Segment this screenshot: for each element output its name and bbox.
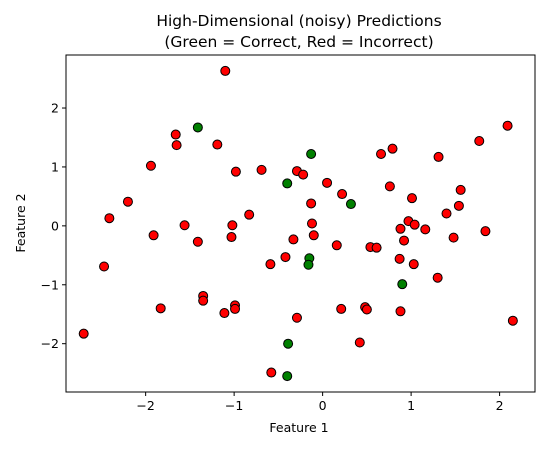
incorrect-point <box>455 184 466 195</box>
incorrect-point <box>170 129 181 140</box>
incorrect-point <box>171 140 182 151</box>
incorrect-point <box>474 136 485 147</box>
incorrect-point <box>226 232 237 243</box>
y-tick-label: 2 <box>51 101 59 116</box>
incorrect-point <box>219 308 230 319</box>
incorrect-point <box>212 139 223 150</box>
x-tick-label: 2 <box>496 398 504 413</box>
y-tick-label: −1 <box>41 277 59 292</box>
correct-point <box>282 371 293 382</box>
incorrect-point <box>291 312 302 323</box>
incorrect-point <box>448 232 459 243</box>
incorrect-point <box>104 213 115 224</box>
incorrect-point <box>265 259 276 270</box>
incorrect-point <box>198 295 209 306</box>
y-axis-label: Feature 2 <box>13 193 28 252</box>
incorrect-point <box>395 223 406 234</box>
correct-point <box>303 259 314 270</box>
incorrect-point <box>155 303 166 314</box>
incorrect-point <box>230 303 241 314</box>
incorrect-point <box>244 209 255 220</box>
incorrect-point <box>354 337 365 348</box>
incorrect-point <box>266 367 277 378</box>
plot-area-frame <box>65 54 536 393</box>
x-tick-label: 1 <box>407 398 415 413</box>
incorrect-point <box>192 236 203 247</box>
incorrect-point <box>179 220 190 231</box>
axis-ticks: −2 −1 0 1 2 −2 −1 0 1 2 <box>41 101 504 413</box>
incorrect-point <box>122 196 133 207</box>
correct-point <box>283 338 294 349</box>
incorrect-point <box>227 220 238 231</box>
y-tick-label: −2 <box>41 336 59 351</box>
incorrect-point <box>480 226 491 237</box>
correct-point <box>345 199 356 210</box>
y-tick-label: 1 <box>51 159 59 174</box>
incorrect-point <box>256 164 267 175</box>
incorrect-point <box>308 230 319 241</box>
incorrect-point <box>376 148 387 159</box>
x-tick-label: −1 <box>225 398 243 413</box>
correct-point <box>397 279 408 290</box>
incorrect-point <box>230 166 241 177</box>
incorrect-point <box>145 160 156 171</box>
incorrect-point <box>306 198 317 209</box>
data-points <box>78 65 518 382</box>
chart-subtitle: (Green = Correct, Red = Incorrect) <box>164 33 433 51</box>
incorrect-point <box>387 143 398 154</box>
incorrect-point <box>361 304 372 315</box>
incorrect-point <box>441 208 452 219</box>
incorrect-point <box>507 315 518 326</box>
incorrect-point <box>322 177 333 188</box>
incorrect-point <box>331 240 342 251</box>
incorrect-point <box>502 120 513 131</box>
incorrect-point <box>288 234 299 245</box>
incorrect-point <box>298 169 309 180</box>
incorrect-point <box>408 259 419 270</box>
incorrect-point <box>395 306 406 317</box>
incorrect-point <box>399 235 410 246</box>
incorrect-point <box>307 218 318 229</box>
correct-point <box>192 122 203 133</box>
incorrect-point <box>371 242 382 253</box>
incorrect-point <box>433 151 444 162</box>
incorrect-point <box>420 224 431 235</box>
incorrect-point <box>409 219 420 230</box>
x-tick-label: 0 <box>319 398 327 413</box>
incorrect-point <box>99 261 110 272</box>
incorrect-point <box>148 230 159 241</box>
incorrect-point <box>220 65 231 76</box>
y-tick-label: 0 <box>51 218 59 233</box>
incorrect-point <box>453 200 464 211</box>
x-tick-label: −2 <box>136 398 154 413</box>
incorrect-point <box>337 189 348 200</box>
correct-point <box>306 148 317 159</box>
incorrect-point <box>432 272 443 283</box>
x-axis-label: Feature 1 <box>269 420 328 435</box>
incorrect-point <box>336 303 347 314</box>
incorrect-point <box>280 252 291 263</box>
incorrect-point <box>406 193 417 204</box>
incorrect-point <box>384 181 395 192</box>
incorrect-point <box>394 253 405 264</box>
incorrect-point <box>78 328 89 339</box>
correct-point <box>282 178 293 189</box>
chart-title: High-Dimensional (noisy) Predictions <box>156 12 441 30</box>
